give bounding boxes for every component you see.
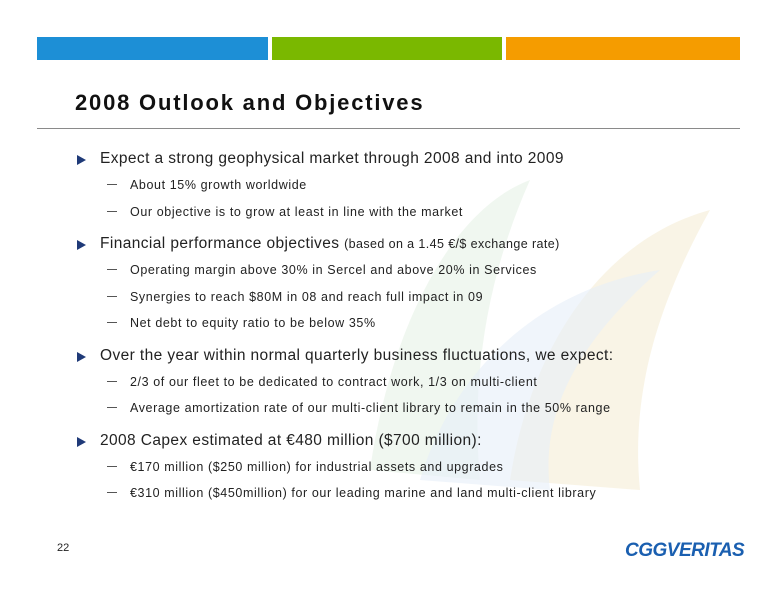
sub-item: About 15% growth worldwide bbox=[130, 178, 307, 192]
sub-item: Operating margin above 30% in Sercel and… bbox=[130, 263, 537, 277]
logo: CGGVERITAS bbox=[625, 540, 745, 561]
bullet-marker bbox=[77, 240, 86, 250]
color-bar bbox=[37, 37, 268, 60]
bullet-text: Financial performance objectives (based … bbox=[100, 235, 560, 253]
bullet-marker bbox=[77, 155, 86, 165]
color-bar bbox=[272, 37, 502, 60]
bullet-main: Expect a strong geophysical market throu… bbox=[100, 150, 564, 167]
sub-marker bbox=[107, 269, 117, 270]
bullet-text: 2008 Capex estimated at €480 million ($7… bbox=[100, 432, 482, 450]
bullet-text: Expect a strong geophysical market throu… bbox=[100, 150, 564, 168]
sub-marker bbox=[107, 322, 117, 323]
sub-marker bbox=[107, 184, 117, 185]
sub-marker bbox=[107, 295, 117, 297]
sub-marker bbox=[107, 380, 117, 382]
sub-item: Our objective is to grow at least in lin… bbox=[130, 204, 463, 219]
sub-marker bbox=[107, 210, 117, 212]
bullet-main: Over the year within normal quarterly bu… bbox=[100, 346, 614, 364]
color-bar bbox=[506, 37, 740, 60]
sub-item: Synergies to reach $80M in 08 and reach … bbox=[130, 289, 484, 304]
sub-item: €170 million ($250 million) for industri… bbox=[130, 459, 504, 474]
title-rule bbox=[37, 128, 740, 129]
bullet-main: Financial performance objectives bbox=[100, 235, 340, 252]
bullet-text: Over the year within normal quarterly bu… bbox=[100, 347, 613, 365]
bullet-note: (based on a 1.45 €/$ exchange rate) bbox=[344, 237, 560, 251]
bullet-main: 2008 Capex estimated at €480 million ($7… bbox=[100, 431, 482, 449]
slide-title: 2008 Outlook and Objectives bbox=[75, 90, 425, 115]
bullet-marker bbox=[77, 351, 86, 362]
sub-item: Average amortization rate of our multi-c… bbox=[130, 401, 611, 415]
sub-marker bbox=[107, 465, 117, 467]
sub-item: €310 million ($450million) for our leadi… bbox=[130, 486, 597, 500]
sub-item: 2/3 of our fleet to be dedicated to cont… bbox=[130, 374, 538, 389]
bullet-marker bbox=[77, 436, 86, 447]
sub-marker bbox=[107, 492, 117, 493]
page-number: 22 bbox=[57, 542, 70, 554]
sub-item: Net debt to equity ratio to be below 35% bbox=[130, 316, 376, 330]
watermark bbox=[370, 180, 710, 490]
sub-marker bbox=[107, 407, 117, 408]
